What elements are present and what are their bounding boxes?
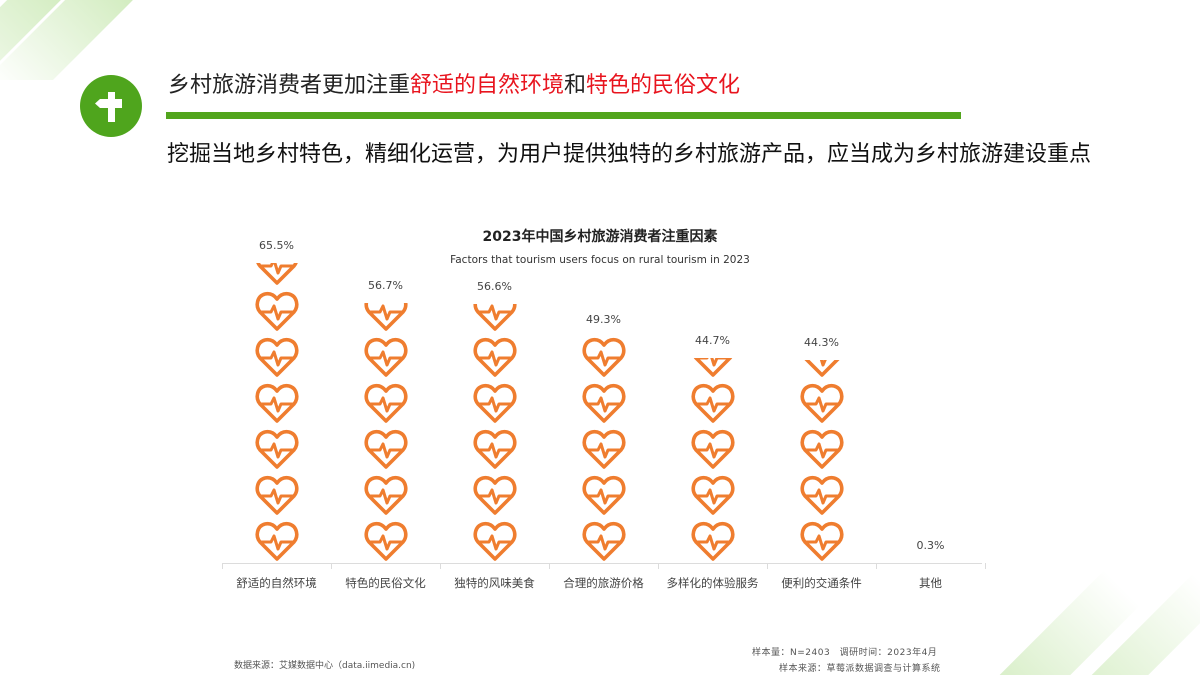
sample-info: 样本量：N=2403 调研时间：2023年4月	[752, 648, 938, 658]
decor-stripes-top-left	[0, 0, 200, 80]
heart-pulse-icon-partial	[472, 304, 518, 334]
heart-pulse-icon	[254, 472, 300, 518]
heart-pulse-icon	[581, 472, 627, 518]
headline-underline	[166, 112, 961, 119]
heart-pulse-icon	[799, 426, 845, 472]
value-label: 65.5%	[259, 239, 294, 252]
heart-pulse-icon-partial	[690, 358, 736, 380]
heart-pulse-icon	[254, 518, 300, 564]
heart-pulse-icon	[472, 380, 518, 426]
heart-pulse-icon	[363, 380, 409, 426]
x-axis-tick	[658, 563, 659, 569]
category-label: 舒适的自然环境	[236, 576, 317, 590]
decor-stripes-bottom-right	[990, 570, 1200, 675]
heart-pulse-icon	[363, 334, 409, 380]
data-source: 数据来源：艾媒数据中心（data.iimedia.cn)	[234, 661, 416, 671]
x-axis-line	[222, 563, 982, 564]
category-label: 特色的民俗文化	[345, 576, 426, 590]
value-label: 0.3%	[916, 539, 945, 552]
heart-pulse-icon	[799, 518, 845, 564]
x-axis-tick	[222, 563, 223, 569]
value-label: 44.7%	[695, 334, 730, 347]
headline-highlight: 舒适的自然环境	[410, 73, 565, 98]
category-label: 便利的交通条件	[781, 576, 862, 590]
heart-pulse-icon	[690, 472, 736, 518]
x-axis-tick	[985, 563, 986, 569]
heart-pulse-icon	[581, 380, 627, 426]
heart-pulse-icon-partial	[254, 263, 300, 288]
heart-pulse-icon	[581, 518, 627, 564]
category-label: 多样化的体验服务	[666, 576, 759, 590]
x-axis-tick	[767, 563, 768, 569]
heart-pulse-icon	[799, 472, 845, 518]
heart-pulse-icon	[363, 426, 409, 472]
heart-pulse-icon	[254, 288, 300, 334]
headline: 乡村旅游消费者更加注重舒适的自然环境和特色的民俗文化	[168, 70, 740, 102]
heart-pulse-icon	[254, 334, 300, 380]
headline-part: 乡村旅游消费者更加注重	[168, 73, 411, 98]
sample-source: 样本来源：草莓派数据调查与计算系统	[779, 664, 941, 674]
signpost-icon	[95, 92, 122, 122]
heart-pulse-icon	[799, 380, 845, 426]
heart-pulse-icon	[472, 472, 518, 518]
heart-pulse-icon	[254, 380, 300, 426]
heart-pulse-icon	[472, 334, 518, 380]
heart-pulse-icon	[472, 518, 518, 564]
heart-pulse-icon-partial	[363, 303, 409, 334]
heart-pulse-icon	[690, 518, 736, 564]
x-axis-tick	[331, 563, 332, 569]
value-label: 56.6%	[477, 280, 512, 293]
slide-subtitle: 挖掘当地乡村特色，精细化运营，为用户提供独特的乡村旅游产品，应当成为乡村旅游建设…	[167, 142, 1092, 167]
heart-pulse-icon-partial	[581, 337, 627, 380]
x-axis-tick	[440, 563, 441, 569]
headline-part: 和	[564, 73, 587, 98]
chart-subtitle: Factors that tourism users focus on rura…	[450, 254, 750, 266]
x-axis-tick	[876, 563, 877, 569]
headline-highlight: 特色的民俗文化	[586, 73, 741, 98]
x-axis-tick	[549, 563, 550, 569]
value-label: 56.7%	[368, 279, 403, 292]
heart-pulse-icon	[472, 426, 518, 472]
heart-pulse-icon-partial	[799, 360, 845, 380]
chart-title: 2023年中国乡村旅游消费者注重因素	[482, 229, 718, 245]
heart-pulse-icon	[581, 426, 627, 472]
value-label: 49.3%	[586, 313, 621, 326]
category-label: 其他	[919, 576, 942, 590]
heart-pulse-icon	[690, 426, 736, 472]
category-label: 合理的旅游价格	[563, 576, 644, 590]
heart-pulse-icon	[254, 426, 300, 472]
signpost-badge	[80, 75, 142, 137]
heart-pulse-icon	[363, 472, 409, 518]
heart-pulse-icon	[690, 380, 736, 426]
value-label: 44.3%	[804, 336, 839, 349]
heart-pulse-icon	[363, 518, 409, 564]
category-label: 独特的风味美食	[454, 576, 535, 590]
